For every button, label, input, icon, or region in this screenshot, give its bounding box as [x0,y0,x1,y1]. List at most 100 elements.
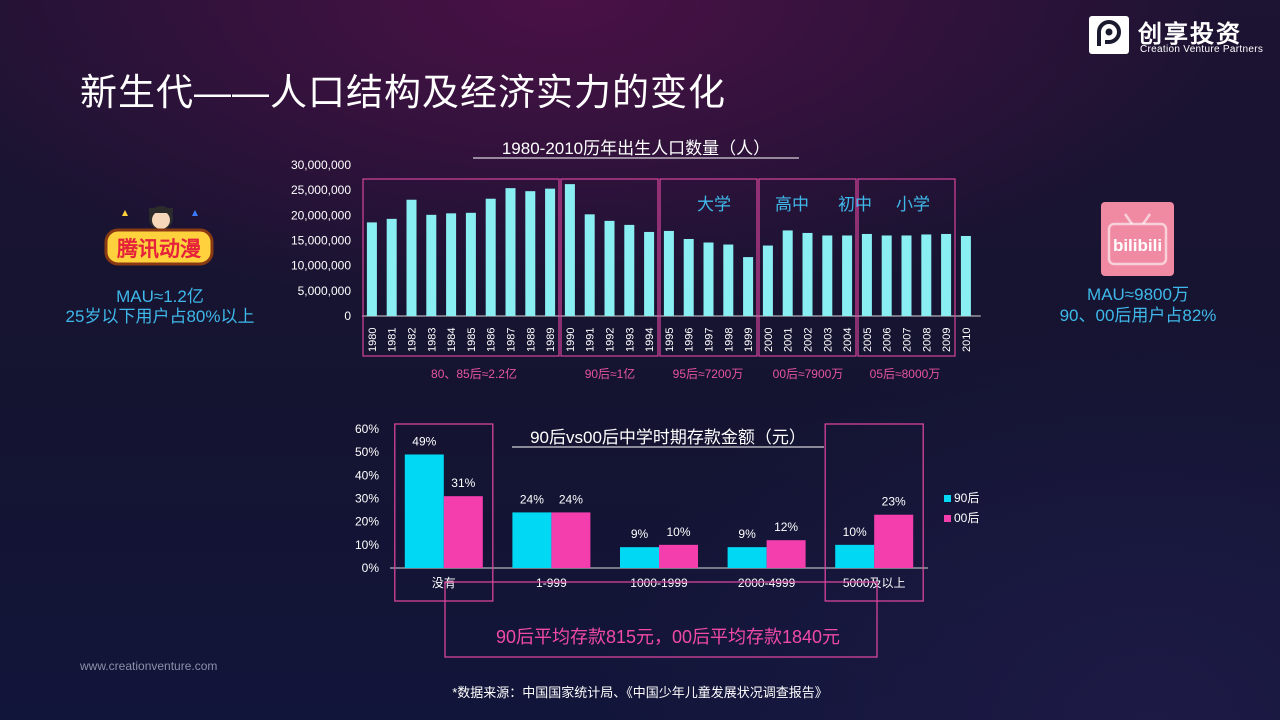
births-group-frame [758,178,857,357]
births-xtick-label: 2005 [862,328,874,352]
births-bar [366,222,377,316]
page-title: 新生代——人口结构及经济实力的变化 [80,72,726,113]
births-stage-label: 初中 [838,195,872,214]
births-bar [921,234,932,316]
savings-ytick-label: 50% [355,445,379,459]
savings-legend-label: 00后 [954,511,979,525]
births-xtick-label: 2002 [803,328,815,352]
savings-category-label: 1-999 [536,576,567,590]
births-bar [446,213,457,316]
savings-category-label: 5000及以上 [843,576,906,590]
births-bar [822,235,833,316]
births-xtick-label: 1987 [506,328,518,352]
savings-bar-90s [620,547,659,568]
births-group-frame [659,178,758,357]
births-ytick-label: 20,000,000 [291,208,351,222]
savings-data-label: 9% [631,527,649,541]
births-xtick-label: 1988 [525,328,537,352]
births-bar [960,235,971,316]
births-bar [802,232,813,316]
births-bar [703,242,714,316]
births-bar [624,224,635,316]
births-xtick-label: 1989 [545,328,557,352]
births-xtick-label: 2003 [822,328,834,352]
savings-summary: 90后平均存款815元，00后平均存款1840元 [496,627,840,647]
births-xtick-label: 2001 [783,328,795,352]
births-xtick-label: 1994 [644,328,656,352]
savings-ytick-label: 20% [355,515,379,529]
savings-bar-90s [512,512,552,568]
births-bar [406,199,417,316]
births-group-label: 95后≈7200万 [673,367,744,381]
tencent-comic-logo: 腾讯动漫 [103,200,215,268]
births-stage-label: 高中 [775,195,809,214]
savings-bar-00s [443,496,483,568]
savings-data-label: 10% [843,525,867,539]
savings-legend-swatch [944,495,951,502]
left-app-desc: 25岁以下用户占80%以上 [65,307,255,326]
births-bar [782,230,793,316]
births-xtick-label: 1986 [486,328,498,352]
savings-ytick-label: 30% [355,492,379,506]
births-stage-label: 大学 [697,195,731,214]
savings-ytick-label: 0% [362,561,380,575]
births-bar [505,188,516,316]
births-xtick-label: 1984 [446,328,458,352]
births-ytick-label: 5,000,000 [298,284,352,298]
births-group-label: 90后≈1亿 [585,366,636,381]
births-xtick-label: 1993 [624,328,636,352]
births-chart-title: 1980-2010历年出生人口数量（人） [502,139,770,158]
births-xtick-label: 2000 [763,328,775,352]
savings-bar-00s [659,544,698,568]
births-xtick-label: 1991 [585,328,597,352]
births-bar [683,238,694,316]
births-bar [426,214,437,316]
births-xtick-label: 2009 [941,328,953,352]
births-group-frame [560,178,659,357]
savings-bar-90s [727,547,767,568]
births-ytick-label: 30,000,000 [291,158,351,172]
births-chart: 1980-2010历年出生人口数量（人） 0 5,000,000 10,000,00… [291,139,981,381]
births-bar [564,184,575,316]
savings-data-label: 24% [559,492,583,506]
births-bar [525,191,536,316]
births-bar [941,233,952,316]
savings-bar-00s [551,512,591,568]
brand-subtitle: Creation Venture Partners [1140,44,1264,55]
savings-ytick-label: 60% [355,422,379,436]
births-xtick-label: 1983 [426,328,438,352]
savings-data-label: 31% [451,476,475,490]
bilibili-logo-text: bilibili [1113,236,1162,255]
savings-data-label: 49% [412,434,436,448]
website-url[interactable]: www.creationventure.com [80,659,218,673]
births-xtick-label: 1982 [407,328,419,352]
savings-data-label: 9% [738,527,756,541]
savings-highlight-frame [394,423,494,602]
births-xtick-label: 2010 [961,328,973,352]
bilibili-logo: bilibili [1101,202,1174,276]
savings-bar-90s [835,544,875,568]
births-bar [901,235,912,316]
births-stage-label: 小学 [896,195,930,214]
savings-bar-90s [404,454,444,568]
savings-data-label: 24% [520,492,544,506]
right-app-mau: MAU≈9800万 [1087,285,1189,304]
births-group-frame [362,178,560,357]
births-group-frame [857,178,956,357]
births-xtick-label: 1998 [723,328,735,352]
births-bar [842,235,853,316]
births-ytick-label: 10,000,000 [291,259,351,273]
savings-category-label: 2000-4999 [738,576,796,590]
births-group-label: 05后≈8000万 [870,367,941,381]
savings-category-label: 没有 [432,575,456,590]
births-ytick-label: 15,000,000 [291,234,351,248]
births-bar [861,233,872,316]
births-xtick-label: 1995 [664,328,676,352]
right-app-desc: 90、00后用户占82% [1059,306,1217,325]
savings-bar-00s [874,514,914,568]
births-xtick-label: 1999 [743,328,755,352]
births-group-label: 00后≈7900万 [773,367,844,381]
births-xtick-label: 2008 [921,328,933,352]
births-bar [584,214,595,316]
